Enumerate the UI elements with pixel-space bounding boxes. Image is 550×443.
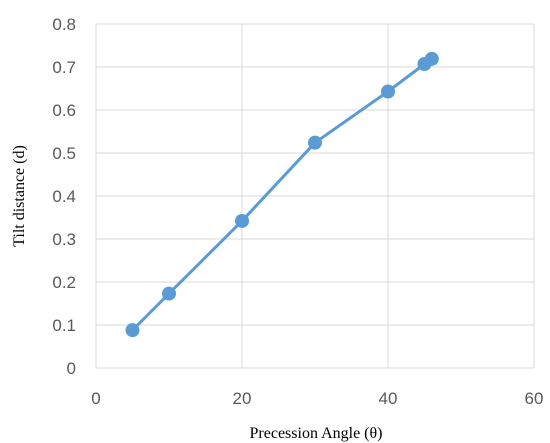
x-tick-label: 60 bbox=[525, 389, 544, 408]
data-point bbox=[125, 323, 140, 338]
y-tick-label: 0.6 bbox=[52, 101, 76, 120]
y-tick-label: 0.2 bbox=[52, 273, 76, 292]
x-axis-title: Precession Angle (θ) bbox=[250, 425, 383, 442]
y-tick-label: 0.3 bbox=[52, 230, 76, 249]
data-point bbox=[235, 213, 249, 228]
series-line bbox=[131, 57, 433, 332]
x-tick-label: 40 bbox=[379, 389, 398, 408]
y-tick-label: 0.8 bbox=[52, 15, 76, 34]
y-tick-label: 0.7 bbox=[52, 58, 76, 77]
y-tick-label: 0.5 bbox=[52, 144, 76, 163]
x-tick-label: 20 bbox=[233, 389, 252, 408]
y-tick-label: 0 bbox=[67, 359, 76, 378]
tick-labels: 0 0.1 0.2 0.3 0.4 0.5 0.6 0.7 0.8 0 20 40 60 bbox=[52, 15, 543, 408]
y-tick-label: 0.4 bbox=[52, 187, 76, 206]
data-point bbox=[381, 84, 395, 99]
grid bbox=[96, 23, 535, 368]
series bbox=[125, 51, 439, 338]
data-point bbox=[162, 286, 176, 301]
data-point bbox=[308, 135, 322, 150]
data-point bbox=[424, 51, 439, 66]
x-tick-label: 0 bbox=[91, 389, 100, 408]
axes bbox=[95, 24, 534, 369]
y-tick-label: 0.1 bbox=[52, 316, 76, 335]
y-axis-title: Tilt distance (d) bbox=[11, 145, 28, 247]
